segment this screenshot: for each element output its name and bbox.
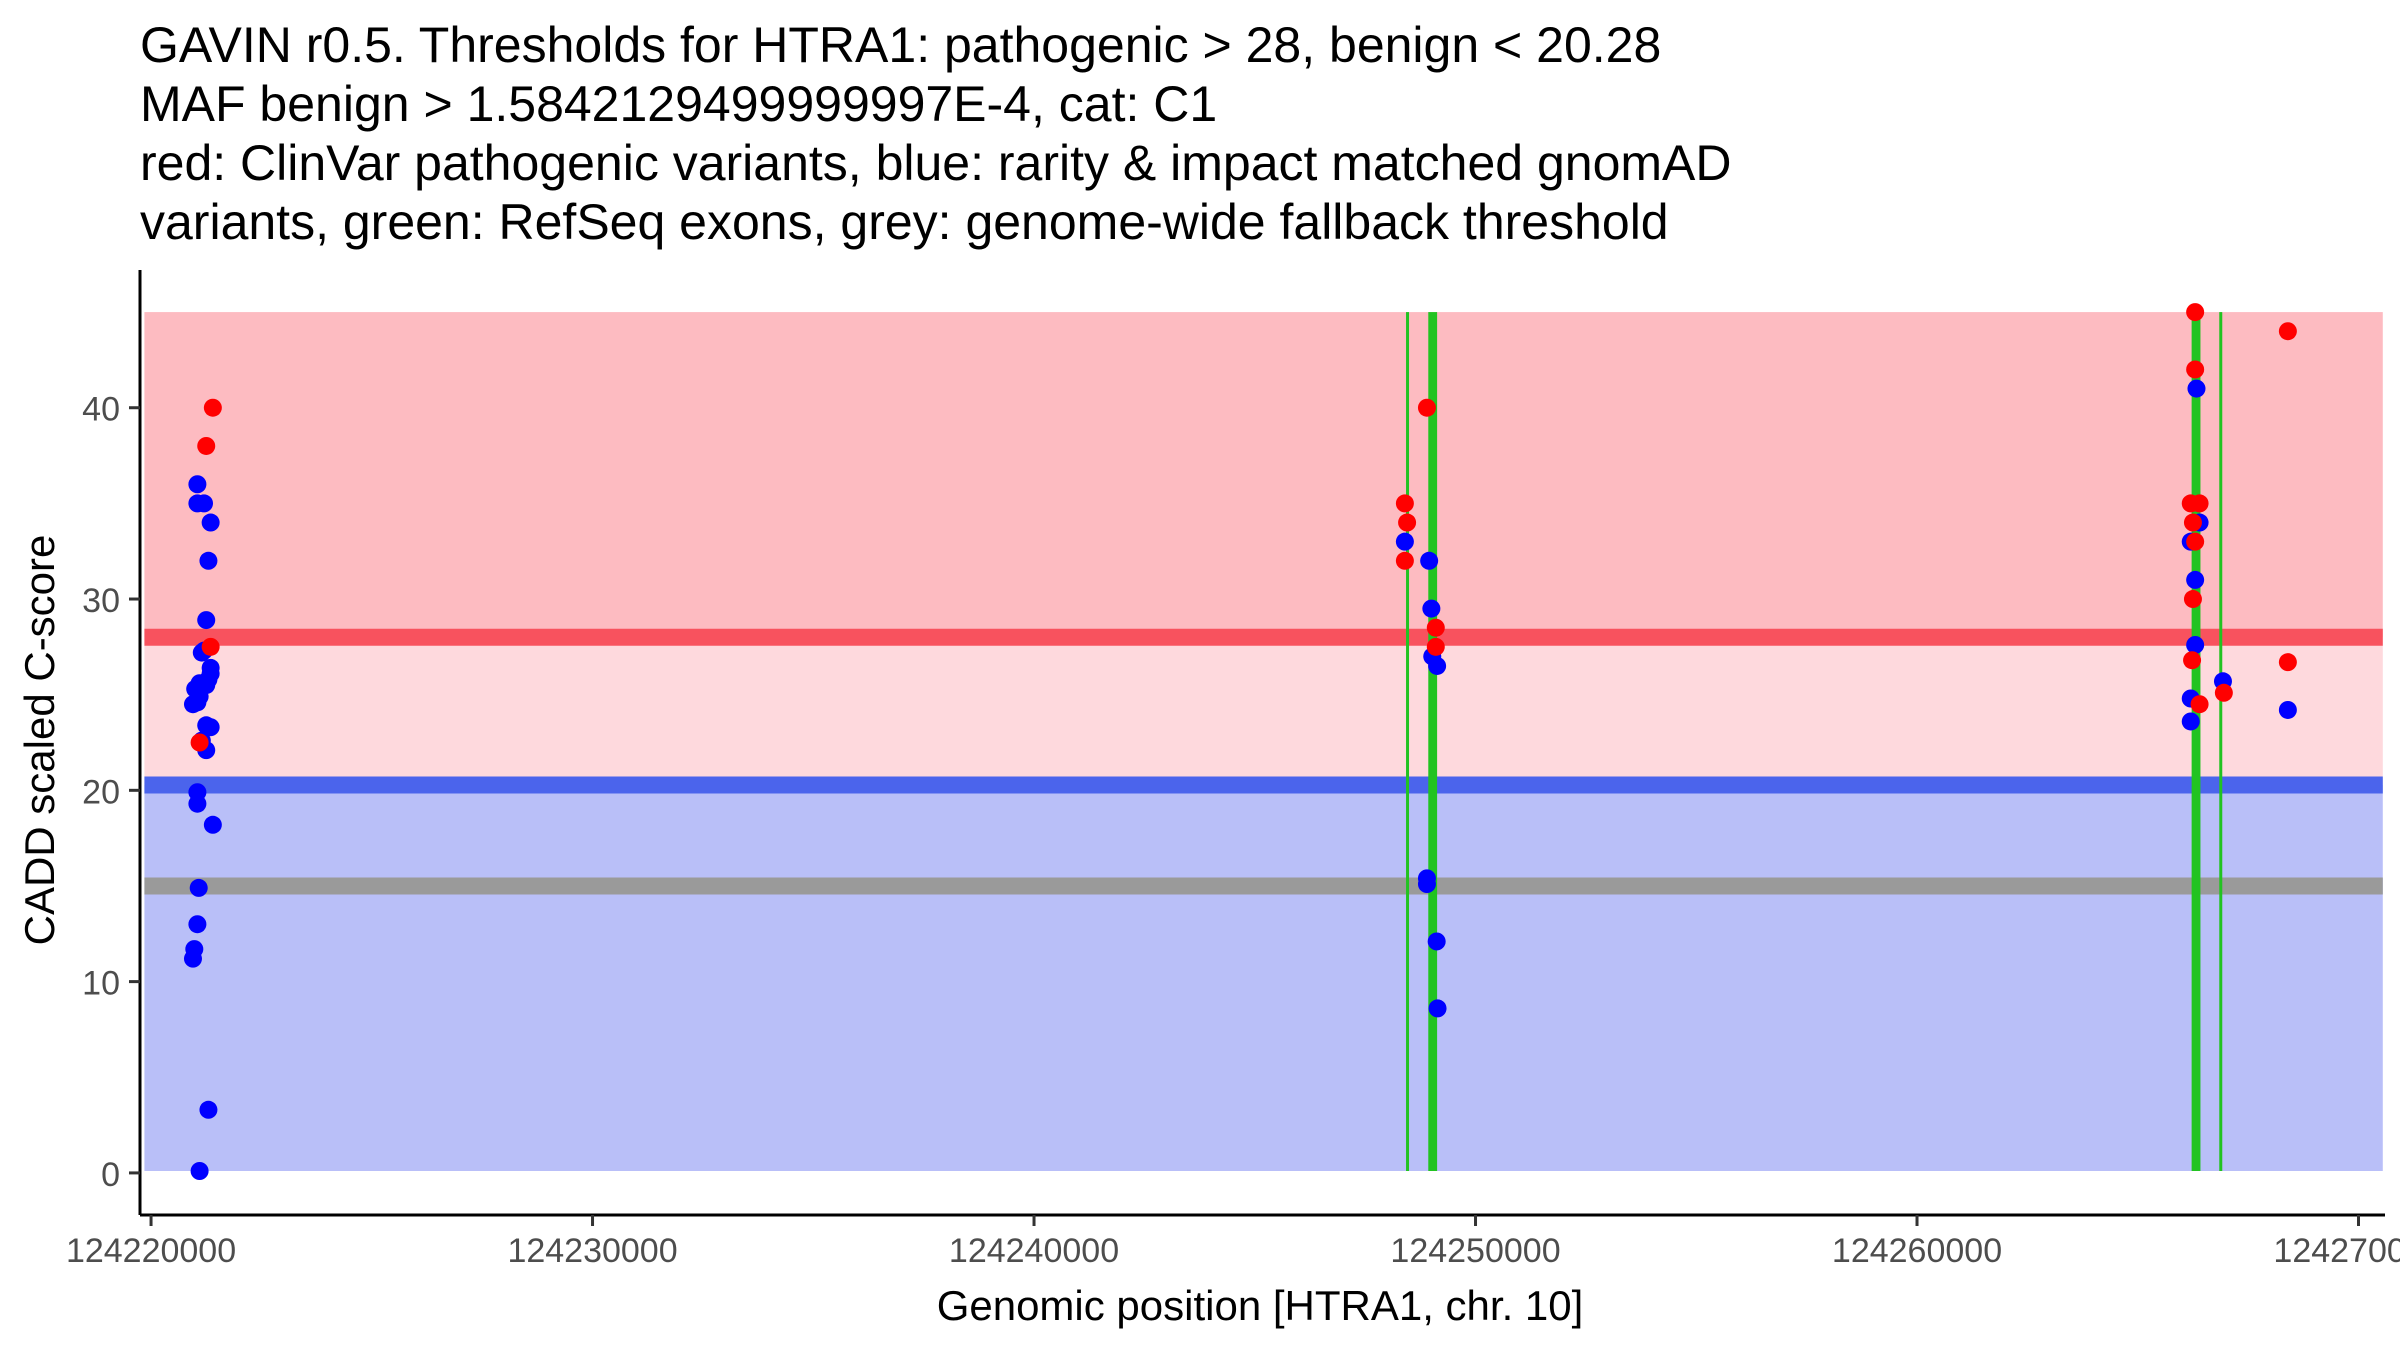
title-line-3: red: ClinVar pathogenic variants, blue: … (140, 135, 1732, 191)
clinvar-point (201, 637, 220, 656)
clinvar-point (2183, 590, 2202, 609)
clinvar-point (1398, 513, 1417, 532)
gnomad-point (1395, 532, 1414, 551)
mid-zone (144, 637, 2383, 785)
clinvar-point (1395, 551, 1414, 570)
y-tick-label: 20 (82, 773, 120, 811)
exon-bar (1428, 312, 1438, 1172)
title-line-4: variants, green: RefSeq exons, grey: gen… (140, 194, 1669, 250)
gnomad-point (1417, 869, 1436, 888)
gnomad-point (2278, 700, 2297, 719)
gnomad-point (203, 815, 222, 834)
y-tick-label: 0 (101, 1156, 120, 1194)
chart-title: GAVIN r0.5. Thresholds for HTRA1: pathog… (140, 16, 1731, 252)
title-line-2: MAF benign > 1.5842129499999997E-4, cat:… (140, 76, 1218, 132)
clinvar-point (2186, 303, 2205, 322)
x-axis-ticks: 124220000 124230000 124240000 124250000 1242… (66, 1215, 2400, 1270)
clinvar-point (2183, 513, 2202, 532)
gnomad-point (2186, 635, 2205, 654)
x-tick-label: 124240000 (949, 1232, 1119, 1270)
exon-bar (2219, 312, 2223, 1172)
clinvar-point (2278, 322, 2297, 341)
gnomad-point (199, 551, 218, 570)
clinvar-point (197, 436, 216, 455)
x-tick-label: 124230000 (507, 1232, 677, 1270)
gnomad-point (190, 1162, 209, 1181)
exon-bar (2191, 312, 2201, 1172)
refseq-exons (1406, 312, 2223, 1172)
clinvar-point (2190, 494, 2209, 513)
clinvar-point (2183, 651, 2202, 670)
clinvar-point (203, 398, 222, 417)
gnomad-point (197, 611, 216, 630)
gnomad-point (188, 783, 207, 802)
threshold-zones (144, 312, 2383, 1172)
y-tick-label: 30 (82, 582, 120, 620)
clinvar-point (1426, 618, 1445, 637)
gnomad-point (2186, 570, 2205, 589)
gnomad-point (2181, 712, 2200, 731)
gnomad-point (1422, 599, 1441, 618)
y-axis-ticks: 0 10 20 30 40 (82, 391, 140, 1194)
clinvar-point (1395, 494, 1414, 513)
clinvar-point (2278, 653, 2297, 672)
y-axis-label: CADD scaled C-score (16, 535, 63, 946)
clinvar-point (2214, 683, 2233, 702)
x-axis-label: Genomic position [HTRA1, chr. 10] (937, 1282, 1584, 1329)
gnomad-point (201, 658, 220, 677)
gnomad-point (1428, 656, 1447, 675)
clinvar-point (2186, 360, 2205, 379)
gnomad-point (188, 915, 207, 934)
x-tick-label: 124260000 (1832, 1232, 2002, 1270)
gnomad-point (1427, 932, 1446, 951)
clinvar-point (2190, 695, 2209, 714)
benign-zone (144, 784, 2383, 1172)
gnomad-point (188, 475, 207, 494)
gnomad-point (185, 940, 204, 959)
gnomad-point (189, 878, 208, 897)
title-line-1: GAVIN r0.5. Thresholds for HTRA1: pathog… (140, 17, 1662, 73)
gnomad-point (1420, 551, 1439, 570)
y-tick-label: 40 (82, 391, 120, 429)
y-tick-label: 10 (82, 965, 120, 1003)
x-tick-label: 124250000 (1390, 1232, 1560, 1270)
clinvar-point (2186, 532, 2205, 551)
gnomad-point (2187, 379, 2206, 398)
threshold-lines (144, 628, 2383, 895)
exon-bar (1406, 312, 1410, 1172)
clinvar-point (1417, 398, 1436, 417)
clinvar-point (190, 733, 209, 752)
gnomad-point (195, 494, 214, 513)
variant-points (183, 303, 2297, 1181)
gnomad-point (201, 513, 220, 532)
clinvar-point (1426, 637, 1445, 656)
x-tick-label: 124270000 (2273, 1232, 2400, 1270)
gnomad-point (197, 716, 216, 735)
gnomad-point (1428, 999, 1447, 1018)
pathogenic-zone (144, 312, 2383, 638)
axes (138, 270, 2385, 1217)
gnomad-point (199, 1100, 218, 1119)
x-tick-label: 124220000 (66, 1232, 236, 1270)
